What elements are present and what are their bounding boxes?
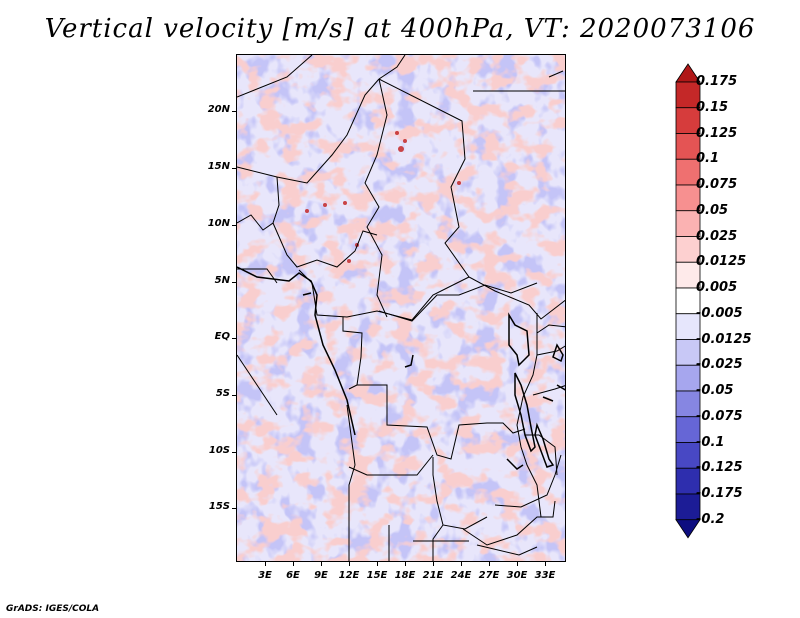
colorbar-label: 0.0125 (696, 254, 747, 270)
colorbar-label: 0.1 (696, 151, 720, 167)
colorbar-label: 0.175 (696, 74, 738, 89)
lat-tick (232, 282, 236, 283)
colorbar (675, 63, 701, 539)
lon-label-33e: 33E (534, 570, 556, 581)
colorbar-label: 0.025 (696, 228, 738, 244)
lat-label-10s: 10S (208, 445, 230, 456)
lat-label-15s: 15S (208, 501, 230, 512)
lon-tick (545, 562, 546, 566)
lon-label-9e: 9E (314, 570, 328, 581)
colorbar-label: -0.05 (696, 383, 734, 398)
colorbar-swatch (675, 364, 701, 392)
colorbar-min-arrow (675, 519, 701, 539)
colorbar-swatch (675, 313, 701, 340)
lat-tick (232, 508, 236, 509)
colorbar-swatch (675, 81, 701, 109)
lat-label-20n: 20N (207, 104, 230, 115)
lon-label-24e: 24E (450, 570, 472, 581)
colorbar-label: 0.075 (696, 177, 738, 192)
lat-label-10n: 10N (207, 218, 230, 229)
colorbar-swatch (675, 339, 701, 366)
lon-label-21e: 21E (422, 570, 444, 581)
colorbar-label: 0.005 (696, 280, 738, 295)
colorbar-swatch (675, 467, 701, 495)
lon-tick (489, 562, 490, 566)
lat-label-5n: 5N (214, 275, 230, 286)
lat-tick (232, 225, 236, 226)
colorbar-swatch (675, 133, 701, 160)
lon-tick (405, 562, 406, 566)
lon-label-3e: 3E (258, 570, 272, 581)
colorbar-label: -0.2 (696, 511, 725, 527)
map-plot-area (236, 54, 566, 562)
lat-tick (232, 111, 236, 112)
colorbar-label: -0.0125 (696, 331, 752, 347)
lat-label-15n: 15N (207, 161, 230, 172)
lon-label-30e: 30E (506, 570, 528, 581)
lon-tick (349, 562, 350, 566)
colorbar-swatch (675, 184, 701, 212)
lat-tick (232, 395, 236, 396)
coastline-and-lakes (237, 266, 565, 470)
colorbar-swatch (675, 390, 701, 418)
lon-label-6e: 6E (286, 570, 300, 581)
colorbar-swatch (675, 261, 701, 289)
lon-tick (265, 562, 266, 566)
colorbar-label: 0.15 (696, 99, 729, 115)
colorbar-swatch (675, 158, 701, 186)
lon-tick (321, 562, 322, 566)
chart-title: Vertical velocity [m/s] at 400hPa, VT: 2… (44, 14, 756, 44)
colorbar-label: -0.075 (696, 408, 743, 424)
vertical-velocity-field (237, 55, 565, 561)
lat-label-5s: 5S (215, 388, 230, 399)
lon-label-18e: 18E (394, 570, 416, 581)
lon-tick (461, 562, 462, 566)
lon-label-15e: 15E (366, 570, 388, 581)
lon-tick (517, 562, 518, 566)
lat-label-eq: EQ (214, 331, 230, 342)
colorbar-swatch (675, 210, 701, 237)
lon-tick (377, 562, 378, 566)
country-borders (237, 55, 565, 561)
lon-tick (293, 562, 294, 566)
lat-tick (232, 452, 236, 453)
colorbar-swatch (675, 493, 701, 521)
colorbar-label: -0.125 (696, 460, 743, 476)
colorbar-label: -0.005 (696, 305, 743, 321)
grads-credit: GrADS: IGES/COLA (6, 604, 100, 614)
lon-label-12e: 12E (338, 570, 360, 581)
lat-tick (232, 168, 236, 169)
colorbar-swatch (675, 107, 701, 134)
colorbar-label: -0.025 (696, 357, 743, 373)
colorbar-label: 0.125 (696, 125, 738, 141)
colorbar-swatch (675, 287, 701, 315)
colorbar-label: 0.05 (696, 202, 729, 218)
colorbar-label: -0.175 (696, 486, 743, 501)
colorbar-label: -0.1 (696, 434, 725, 450)
lon-tick (433, 562, 434, 566)
lat-tick (232, 338, 236, 339)
lon-label-27e: 27E (478, 570, 500, 581)
